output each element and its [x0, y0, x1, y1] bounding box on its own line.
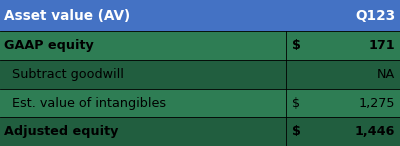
Text: Adjusted equity: Adjusted equity — [4, 125, 118, 138]
Bar — [0, 89, 400, 117]
Text: GAAP equity: GAAP equity — [4, 39, 94, 52]
Text: Subtract goodwill: Subtract goodwill — [4, 68, 124, 81]
Text: $: $ — [292, 125, 301, 138]
Text: Est. value of intangibles: Est. value of intangibles — [4, 97, 166, 110]
Bar — [0, 117, 400, 146]
Text: $: $ — [292, 97, 300, 110]
Bar — [0, 0, 400, 31]
Bar — [0, 31, 400, 60]
Text: $: $ — [292, 39, 301, 52]
Text: NA: NA — [377, 68, 395, 81]
Text: Q123: Q123 — [355, 9, 395, 23]
Bar — [0, 60, 400, 89]
Text: 171: 171 — [368, 39, 395, 52]
Text: 1,446: 1,446 — [355, 125, 395, 138]
Text: 1,275: 1,275 — [359, 97, 395, 110]
Text: Asset value (AV): Asset value (AV) — [4, 9, 130, 23]
